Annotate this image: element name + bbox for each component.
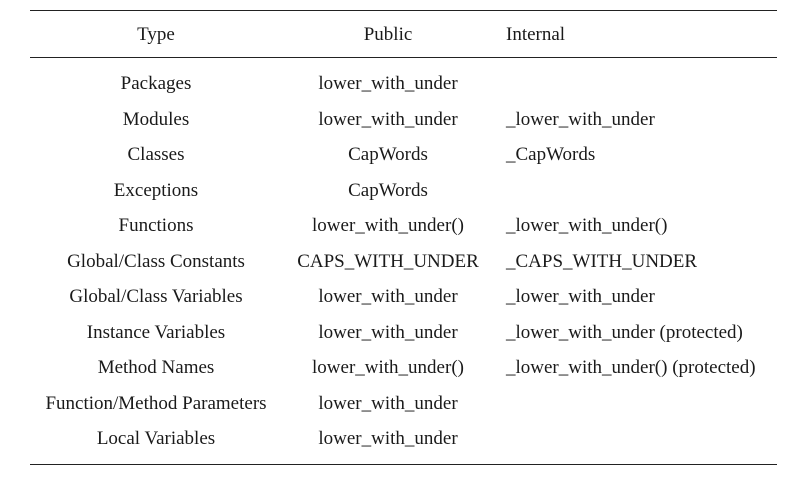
public-cell: CapWords [348,144,428,166]
internal-cell: _CAPS_WITH_UNDER [506,250,698,272]
type-cell: Exceptions [113,179,199,201]
public-cell: lower_with_under() [312,215,464,237]
table-row: Functions lower_with_under() _lower_with… [30,208,777,244]
type-cell: Modules [122,108,190,130]
header-rule [30,57,777,58]
header-public: Public [363,23,413,45]
internal-cell: _lower_with_under() (protected) [506,357,756,379]
table-row: Function/Method Parameters lower_with_un… [30,386,777,422]
table-body: Packages lower_with_under Modules lower_… [30,58,777,464]
type-cell: Functions [118,215,194,237]
internal-cell: _lower_with_under [506,286,655,308]
public-cell: lower_with_under [318,392,458,414]
table-row: Global/Class Constants CAPS_WITH_UNDER _… [30,244,777,280]
type-cell: Instance Variables [86,321,226,343]
type-cell: Global/Class Variables [69,286,243,308]
table-row: Method Names lower_with_under() _lower_w… [30,350,777,386]
type-cell: Method Names [97,357,215,379]
internal-cell: _lower_with_under (protected) [506,321,743,343]
table-row: Modules lower_with_under _lower_with_und… [30,102,777,138]
type-cell: Packages [120,73,192,95]
top-rule [30,10,777,11]
public-cell: lower_with_under [318,428,458,450]
public-cell: lower_with_under [318,286,458,308]
header-type: Type [137,23,175,45]
table-row: Classes CapWords _CapWords [30,137,777,173]
public-cell: lower_with_under [318,108,458,130]
table-row: Local Variables lower_with_under [30,421,777,457]
table-row: Global/Class Variables lower_with_under … [30,279,777,315]
table-header-row: Type Public Internal [30,11,777,57]
naming-conventions-table: Type Public Internal Packages lower_with… [30,10,777,465]
public-cell: lower_with_under [318,73,458,95]
table-row: Packages lower_with_under [30,66,777,102]
internal-cell: _lower_with_under() [506,215,668,237]
public-cell: lower_with_under [318,321,458,343]
internal-cell: _lower_with_under [506,108,655,130]
type-cell: Local Variables [96,428,216,450]
type-cell: Global/Class Constants [67,250,245,272]
table-row: Exceptions CapWords [30,173,777,209]
public-cell: CAPS_WITH_UNDER [297,250,479,272]
public-cell: CapWords [348,179,428,201]
bottom-rule [30,463,777,465]
type-cell: Function/Method Parameters [45,392,267,414]
internal-cell: _CapWords [506,144,596,166]
table-row: Instance Variables lower_with_under _low… [30,315,777,351]
type-cell: Classes [127,144,185,166]
public-cell: lower_with_under() [312,357,464,379]
header-internal: Internal [506,23,566,45]
